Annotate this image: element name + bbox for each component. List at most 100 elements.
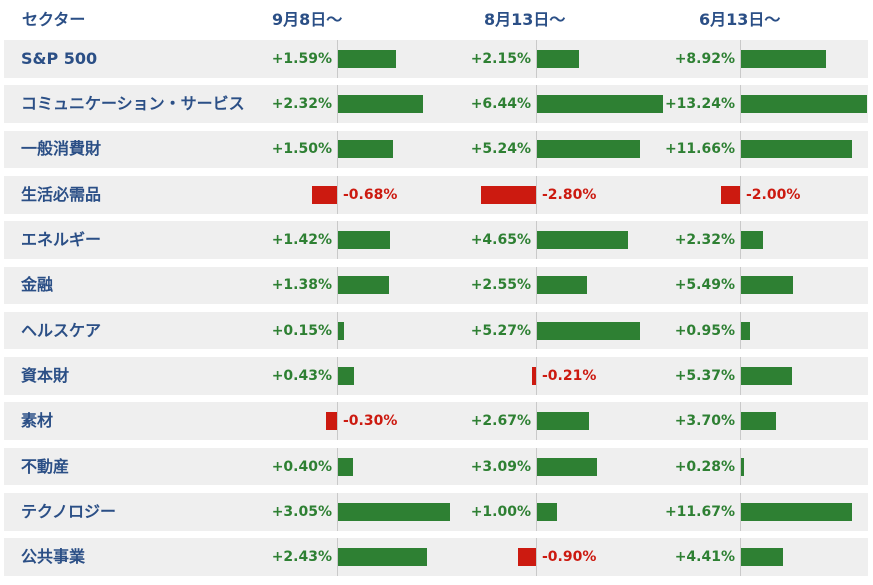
zero-axis-line (536, 538, 537, 576)
table-row (4, 40, 868, 78)
table-row (4, 221, 868, 259)
data-label: +5.37% (674, 367, 735, 384)
bar-positive (741, 140, 852, 159)
period-header: 8月13日〜 (484, 10, 566, 29)
table-row (4, 447, 868, 486)
bar-positive (741, 548, 783, 567)
bar-positive (537, 502, 557, 521)
bar-positive (537, 231, 628, 250)
zero-axis-line (536, 311, 537, 350)
bar-negative (720, 185, 740, 204)
data-label: +0.15% (271, 322, 332, 339)
zero-axis-line (740, 447, 741, 486)
bar-positive (338, 276, 389, 295)
table-row (4, 266, 868, 305)
zero-axis-line (536, 447, 537, 486)
zero-axis-line (536, 130, 537, 169)
data-label: +5.24% (470, 141, 531, 158)
data-label: +2.15% (470, 50, 531, 67)
bar-positive (741, 276, 794, 295)
bar-positive (537, 95, 663, 114)
bar-negative (325, 412, 337, 431)
bar-positive (537, 457, 598, 476)
sector-column-header: セクター (22, 10, 86, 29)
bar-positive (338, 548, 428, 567)
data-label: +3.05% (271, 503, 332, 520)
bar-positive (338, 366, 354, 385)
bar-negative (481, 185, 536, 204)
zero-axis-line (740, 85, 741, 123)
bar-positive (338, 502, 450, 521)
bar-positive (537, 276, 587, 295)
table-row (4, 85, 868, 123)
data-label: +11.67% (664, 503, 735, 520)
table-row (4, 311, 868, 350)
data-label: -0.21% (542, 367, 597, 384)
table-row (4, 130, 868, 169)
data-label: +8.92% (674, 50, 735, 67)
zero-axis-line (740, 266, 741, 305)
data-label: +2.55% (470, 277, 531, 294)
data-label: +3.09% (470, 458, 531, 475)
bar-positive (741, 412, 777, 431)
zero-axis-line (337, 130, 338, 169)
data-label: +1.00% (470, 503, 531, 520)
data-label: +6.44% (470, 96, 531, 113)
zero-axis-line (740, 311, 741, 350)
zero-axis-line (536, 266, 537, 305)
bar-positive (537, 412, 590, 431)
period-header: 9月8日〜 (272, 10, 343, 29)
data-label: +2.43% (271, 549, 332, 566)
bar-positive (741, 321, 751, 340)
data-label: +5.49% (674, 277, 735, 294)
data-label: -2.00% (746, 186, 801, 203)
data-label: +1.38% (271, 277, 332, 294)
data-label: +1.59% (271, 50, 332, 67)
sector-label: 生活必需品 (21, 184, 102, 204)
sector-label: 一般消費財 (21, 139, 102, 159)
zero-axis-line (740, 130, 741, 169)
zero-axis-line (536, 493, 537, 531)
zero-axis-line (536, 40, 537, 78)
zero-axis-line (337, 175, 338, 214)
zero-axis-line (536, 175, 537, 214)
bar-positive (741, 231, 764, 250)
bar-positive (741, 95, 867, 114)
table-row (4, 357, 868, 395)
zero-axis-line (337, 357, 338, 395)
zero-axis-line (337, 221, 338, 259)
data-label: -2.80% (542, 186, 597, 203)
bar-negative (518, 548, 536, 567)
bar-positive (338, 457, 353, 476)
zero-axis-line (337, 266, 338, 305)
bar-positive (338, 49, 397, 68)
data-label: -0.90% (542, 549, 597, 566)
sector-label: テクノロジー (21, 501, 117, 521)
zero-axis-line (740, 175, 741, 214)
data-label: +3.70% (674, 413, 735, 430)
sector-label: 不動産 (21, 456, 70, 476)
bar-positive (338, 231, 391, 250)
zero-axis-line (740, 40, 741, 78)
zero-axis-line (536, 85, 537, 123)
bar-positive (338, 95, 424, 114)
zero-axis-line (337, 493, 338, 531)
sector-label: 資本財 (21, 365, 70, 385)
data-label: +11.66% (664, 141, 735, 158)
zero-axis-line (536, 221, 537, 259)
sector-label: ヘルスケア (21, 320, 102, 340)
bar-positive (537, 321, 641, 340)
bar-negative (531, 366, 536, 385)
bar-positive (741, 49, 826, 68)
zero-axis-line (740, 538, 741, 576)
table-row (4, 538, 868, 576)
data-label: +5.27% (470, 322, 531, 339)
zero-axis-line (536, 402, 537, 441)
zero-axis-line (536, 357, 537, 395)
zero-axis-line (740, 357, 741, 395)
data-label: +0.95% (674, 322, 735, 339)
sector-label: エネルギー (21, 230, 102, 250)
bar-positive (537, 49, 580, 68)
data-label: -0.30% (343, 413, 398, 430)
